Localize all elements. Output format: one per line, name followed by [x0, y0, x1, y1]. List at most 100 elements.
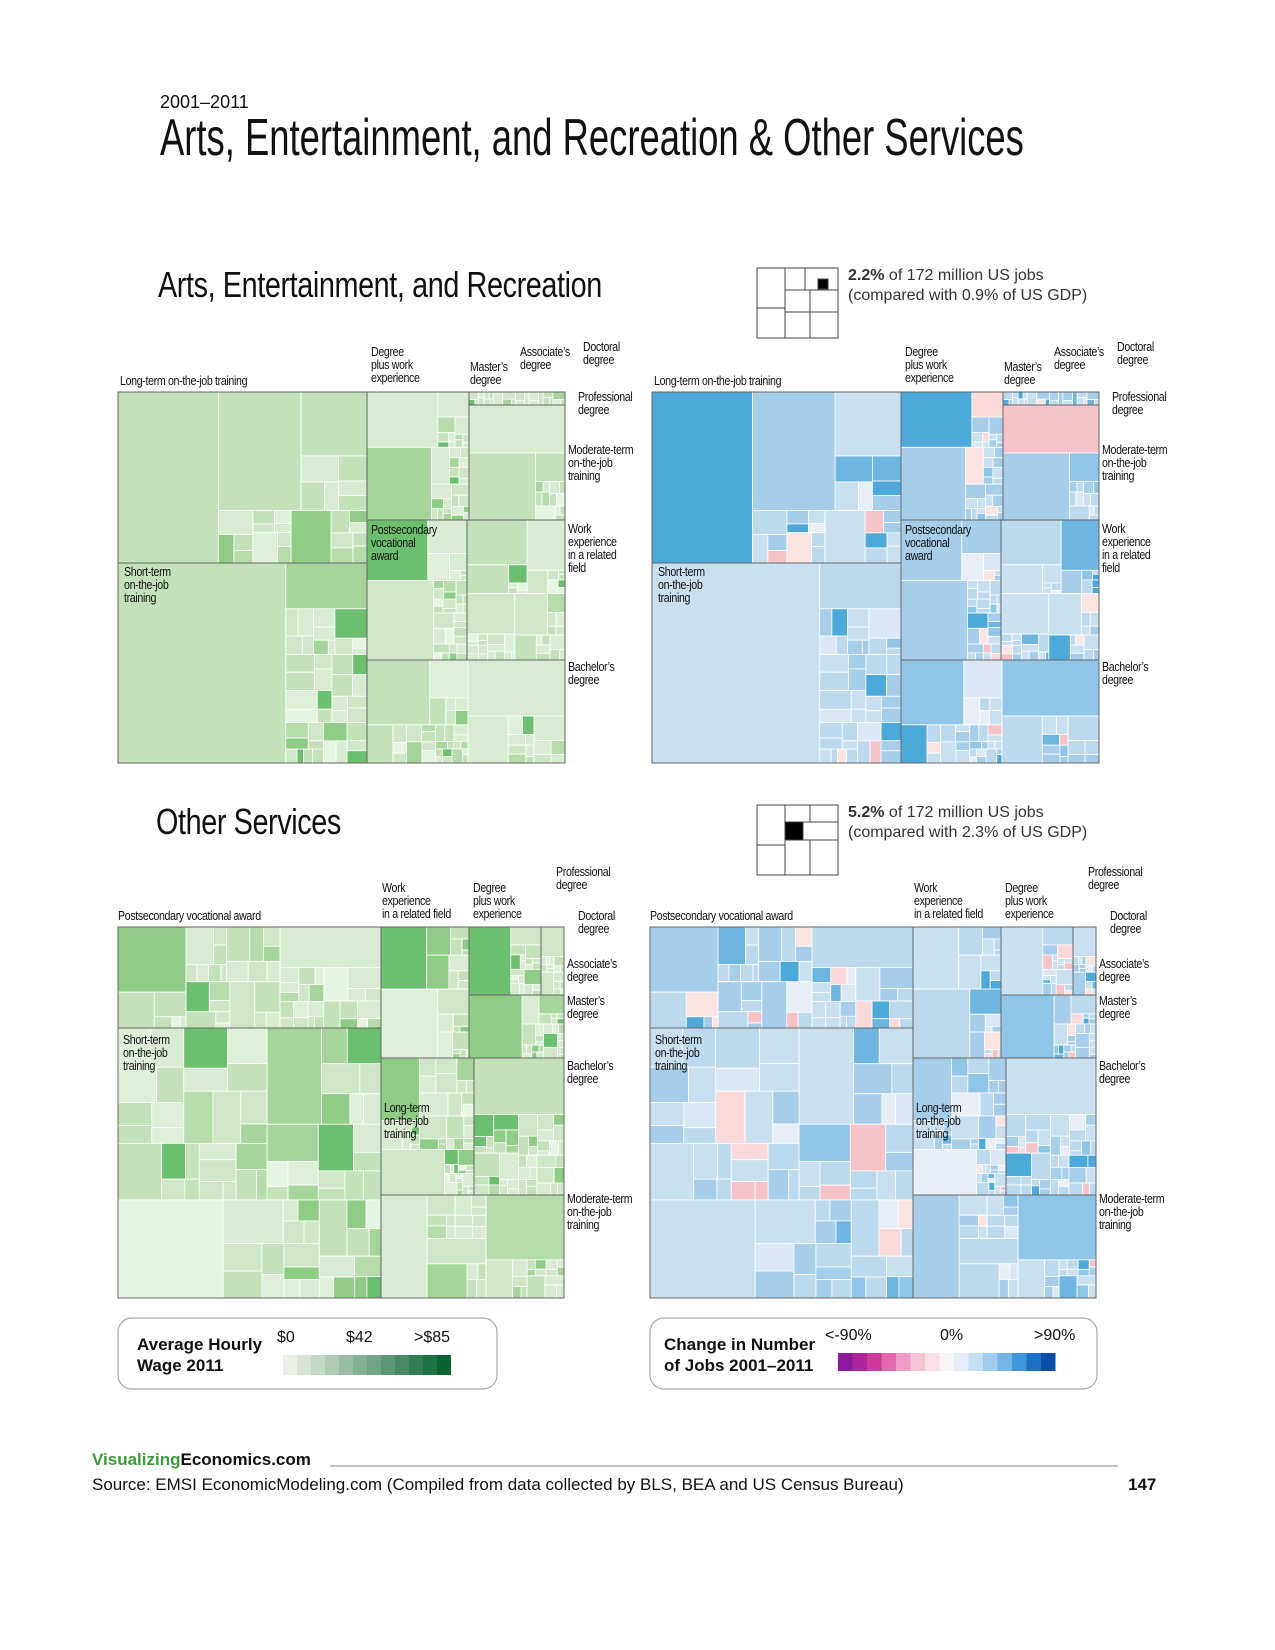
- treemap-cell: [793, 1274, 817, 1299]
- treemap-cell: [466, 1279, 477, 1299]
- treemap-cell: [323, 1000, 341, 1029]
- treemap-cell: [1049, 399, 1060, 406]
- treemap-cell: [557, 1054, 565, 1059]
- treemap-cell: [297, 608, 314, 637]
- treemap-cell: [1009, 1263, 1019, 1280]
- treemap-cell: [477, 397, 485, 406]
- treemap-cell: [461, 938, 470, 951]
- treemap-cell: [1069, 652, 1085, 661]
- treemap-cell: [330, 510, 350, 534]
- treemap-cell: [982, 466, 994, 478]
- treemap-cell: [453, 734, 469, 742]
- treemap-cell: [333, 1276, 355, 1299]
- treemap-cell: [528, 391, 539, 401]
- legend-swatch: [881, 1353, 896, 1371]
- treemap-cell: [1023, 398, 1028, 406]
- treemap-cell: [895, 1093, 914, 1125]
- treemap-cell: [779, 960, 800, 983]
- treemap-cell: [478, 644, 489, 655]
- treemap-cell: [448, 652, 458, 661]
- category-label: Associate’s degree: [1054, 345, 1104, 372]
- treemap-cell: [1042, 979, 1051, 984]
- treemap-cell: [1082, 1182, 1090, 1196]
- treemap-cell: [558, 1023, 565, 1034]
- treemap-cell: [559, 505, 566, 516]
- treemap-cell: [435, 748, 443, 758]
- treemap-cell: [466, 1263, 479, 1280]
- treemap-cell: [254, 981, 281, 1013]
- treemap-cell: [433, 598, 444, 607]
- treemap-cell: [308, 984, 325, 1002]
- treemap-cell: [819, 722, 843, 739]
- treemap-cell: [798, 1161, 821, 1187]
- treemap-cell: [1041, 715, 1057, 735]
- treemap-cell: [353, 1123, 382, 1153]
- treemap-cell: [252, 532, 279, 564]
- treemap-cell: [535, 1035, 545, 1042]
- treemap-cell: [730, 1142, 769, 1161]
- treemap-cell: [879, 967, 914, 990]
- treemap-cell: [472, 1214, 487, 1228]
- treemap-cell: [470, 1194, 487, 1208]
- treemap-cell: [996, 505, 1004, 514]
- treemap-cell: [213, 926, 228, 946]
- treemap-cell: [279, 1001, 295, 1019]
- treemap-cell: [895, 1170, 914, 1201]
- treemap-cell: [538, 994, 565, 1015]
- category-label: Moderate-term on-the-job training: [1102, 443, 1168, 483]
- treemap-cell: [1088, 505, 1095, 516]
- treemap-cell: [1042, 983, 1052, 996]
- treemap-cell: [835, 635, 848, 655]
- treemap-cell: [651, 391, 753, 564]
- treemap-cell: [468, 994, 523, 1059]
- treemap-cell: [550, 1013, 558, 1019]
- treemap-cell: [445, 710, 456, 726]
- treemap-cell: [878, 1199, 899, 1230]
- treemap-cell: [540, 926, 565, 957]
- treemap-cell: [988, 1080, 999, 1094]
- treemap-cell: [550, 740, 566, 756]
- treemap-cell: [1000, 593, 1050, 635]
- treemap-cell: [1064, 989, 1074, 996]
- treemap-cell: [285, 654, 315, 673]
- category-label: Bachelor’s degree: [568, 660, 615, 687]
- treemap-cell: [540, 971, 554, 996]
- treemap-cell: [980, 970, 991, 990]
- treemap-cell: [483, 391, 490, 400]
- treemap-cell: [185, 1142, 200, 1180]
- treemap-cell: [235, 1169, 258, 1201]
- section-title: Arts, Entertainment, and Recreation: [158, 264, 602, 305]
- treemap-cell: [1005, 1114, 1027, 1137]
- category-label: Postsecondary vocational award: [650, 909, 793, 923]
- treemap-cell: [451, 494, 460, 507]
- treemap-cell: [747, 1022, 763, 1029]
- treemap-cell: [1072, 926, 1097, 957]
- treemap-cell: [994, 1185, 1001, 1196]
- treemap-cell: [473, 1184, 490, 1196]
- treemap-cell: [525, 958, 533, 966]
- treemap-cell: [969, 724, 980, 743]
- treemap-cell: [444, 724, 455, 743]
- treemap-cell: [754, 1181, 769, 1201]
- treemap-cell: [1052, 1286, 1060, 1299]
- treemap-cell: [995, 1115, 1007, 1126]
- treemap-cell: [1067, 1041, 1077, 1046]
- treemap-cell: [1005, 1152, 1032, 1177]
- treemap-cell: [1058, 1275, 1078, 1299]
- treemap-cell: [279, 926, 382, 968]
- treemap-cell: [549, 649, 560, 661]
- treemap-cell: [1008, 399, 1013, 406]
- treemap-cell: [881, 1093, 897, 1125]
- treemap-cell: [1055, 968, 1074, 986]
- treemap-cell: [969, 1143, 980, 1150]
- share-value: 5.2%: [848, 804, 885, 821]
- legend-swatch: [437, 1355, 451, 1375]
- treemap-cell: [456, 1057, 475, 1081]
- treemap-cell: [307, 722, 324, 742]
- treemap-cell: [1068, 1154, 1089, 1169]
- treemap-cell: [357, 1018, 369, 1029]
- treemap-cell: [841, 722, 858, 742]
- treemap-cell: [819, 608, 833, 637]
- treemap-cell: [1037, 1145, 1051, 1154]
- legend-title: Average Hourly Wage 2011: [137, 1335, 263, 1375]
